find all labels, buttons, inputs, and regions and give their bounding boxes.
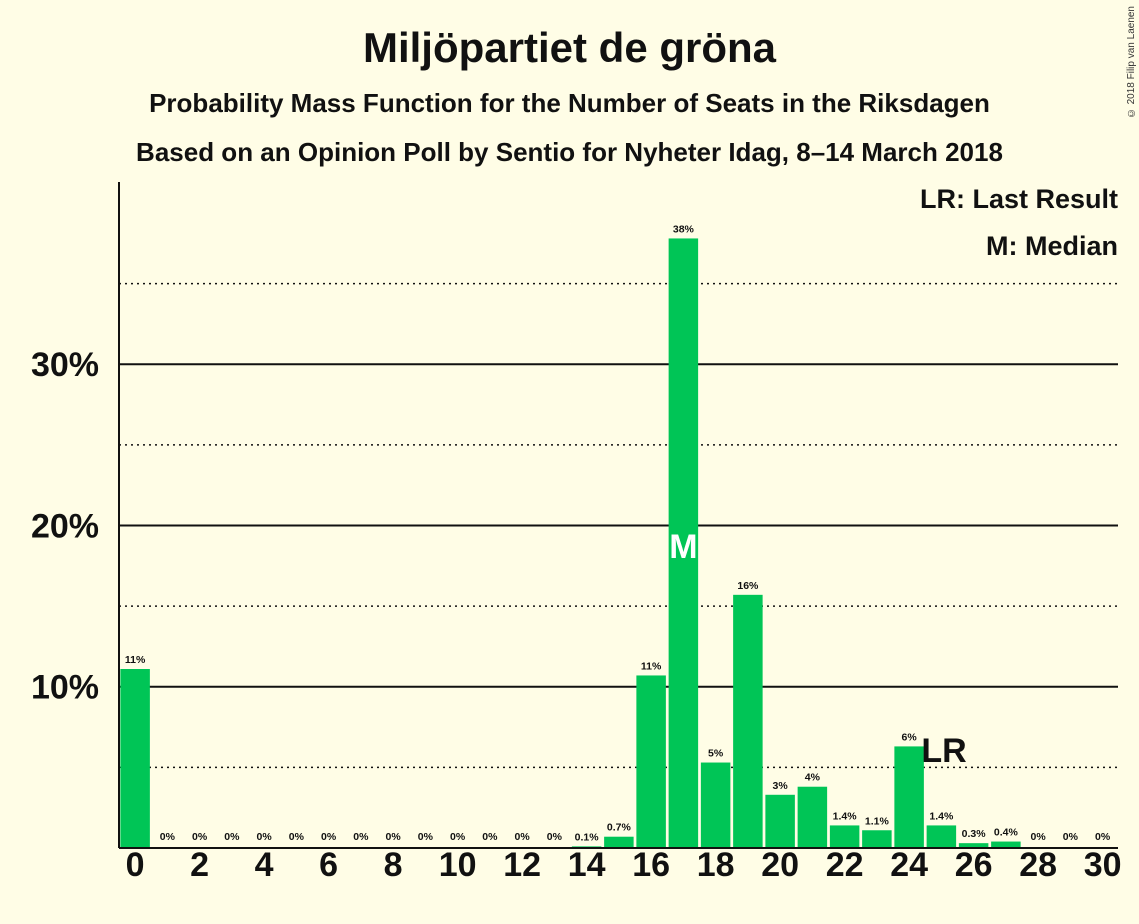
x-tick-label-10: 10 — [439, 846, 477, 884]
bar-16 — [636, 675, 666, 848]
bar-value-label-17: 38% — [673, 223, 695, 235]
bar-value-label-8: 0% — [386, 831, 402, 843]
legend-median: M: Median — [986, 231, 1118, 261]
bar-value-label-12: 0% — [515, 831, 531, 843]
x-tick-label-14: 14 — [568, 846, 606, 884]
bar-value-label-2: 0% — [192, 831, 208, 843]
x-tick-label-28: 28 — [1019, 846, 1057, 884]
bar-value-label-5: 0% — [289, 831, 305, 843]
bar-value-label-18: 5% — [708, 748, 724, 760]
bar-0 — [120, 669, 150, 848]
bar-27 — [991, 841, 1021, 848]
bar-value-label-27: 0.4% — [994, 827, 1019, 839]
bar-value-label-15: 0.7% — [607, 822, 632, 834]
chart-title: Miljöpartiet de gröna — [362, 24, 777, 71]
bar-value-label-7: 0% — [353, 831, 369, 843]
bar-value-label-16: 11% — [641, 660, 662, 672]
bar-value-label-26: 0.3% — [962, 828, 987, 840]
bar-value-label-28: 0% — [1031, 831, 1047, 843]
bar-15 — [604, 836, 634, 848]
bar-23 — [862, 830, 892, 848]
x-tick-label-4: 4 — [255, 846, 274, 884]
bar-value-label-23: 1.1% — [865, 815, 890, 827]
bar-value-label-22: 1.4% — [833, 810, 858, 822]
bar-value-label-9: 0% — [418, 831, 434, 843]
bar-value-label-6: 0% — [321, 831, 337, 843]
bar-value-label-10: 0% — [450, 831, 466, 843]
bar-value-label-21: 4% — [805, 772, 821, 784]
bar-20 — [765, 794, 795, 848]
bar-21 — [797, 786, 828, 848]
y-tick-label-10: 10% — [31, 669, 99, 707]
bar-value-label-13: 0% — [547, 831, 563, 843]
x-tick-label-18: 18 — [697, 846, 735, 884]
bar-value-label-14: 0.1% — [575, 831, 600, 843]
chart-subtitle: Probability Mass Function for the Number… — [149, 88, 990, 118]
bar-25 — [926, 825, 957, 848]
legend-last-result: LR: Last Result — [919, 184, 1118, 214]
bar-value-label-20: 3% — [773, 780, 789, 792]
bar-24 — [894, 746, 924, 848]
bar-26 — [958, 843, 989, 848]
x-tick-label-20: 20 — [761, 846, 799, 884]
bar-value-label-3: 0% — [224, 831, 240, 843]
bar-value-label-0: 11% — [125, 654, 146, 666]
bar-value-label-19: 16% — [737, 580, 759, 592]
bar-value-label-11: 0% — [482, 831, 498, 843]
bar-value-label-4: 0% — [257, 831, 273, 843]
bar-value-label-24: 6% — [902, 731, 918, 743]
bar-value-label-1: 0% — [160, 831, 176, 843]
bar-value-label-25: 1.4% — [929, 810, 954, 822]
x-tick-label-26: 26 — [955, 846, 993, 884]
x-tick-label-16: 16 — [632, 846, 670, 884]
bar-value-label-30: 0% — [1095, 831, 1111, 843]
bar-19 — [733, 594, 763, 848]
chart-source-subtitle: Based on an Opinion Poll by Sentio for N… — [136, 137, 1003, 167]
x-tick-label-22: 22 — [826, 846, 864, 884]
x-tick-label-12: 12 — [503, 846, 541, 884]
last-result-marker: LR — [921, 732, 966, 770]
x-tick-label-6: 6 — [319, 846, 338, 884]
x-tick-label-8: 8 — [384, 846, 403, 884]
x-tick-label-0: 0 — [126, 846, 145, 884]
x-tick-label-24: 24 — [890, 846, 928, 884]
y-tick-label-30: 30% — [31, 346, 99, 384]
x-tick-label-2: 2 — [190, 846, 209, 884]
x-tick-label-30: 30 — [1084, 846, 1122, 884]
y-tick-label-20: 20% — [31, 507, 99, 545]
bar-22 — [829, 825, 860, 848]
bar-value-label-29: 0% — [1063, 831, 1079, 843]
median-marker: M — [669, 528, 697, 566]
bar-17 — [668, 238, 699, 848]
bar-18 — [700, 762, 731, 848]
